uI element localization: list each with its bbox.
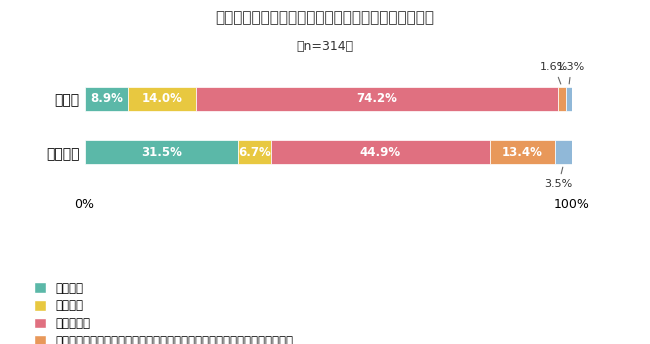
Text: （n=314）: （n=314） bbox=[296, 40, 354, 53]
Text: 14.0%: 14.0% bbox=[142, 92, 183, 105]
Text: 1.3%: 1.3% bbox=[557, 62, 586, 84]
Bar bbox=[489, 140, 555, 164]
Text: 44.9%: 44.9% bbox=[359, 146, 401, 159]
Bar bbox=[128, 87, 196, 111]
Text: 31.5%: 31.5% bbox=[141, 146, 182, 159]
Bar bbox=[566, 87, 572, 111]
Text: 13.4%: 13.4% bbox=[502, 146, 543, 159]
Text: 1.6%: 1.6% bbox=[540, 62, 569, 84]
Bar bbox=[271, 140, 489, 164]
Text: 74.2%: 74.2% bbox=[357, 92, 397, 105]
Legend: 厚くなる, 薄くなる, 変わらない, 現在は支給していないが、同一労健同一賃金の導入により新たに設ける予定, 現在支給しておらず、今後も支給する予定はない: 厚くなる, 薄くなる, 変わらない, 現在は支給していないが、同一労健同一賃金の… bbox=[32, 279, 296, 344]
Text: 「同一労健同一賃金」導入後の手当てに関する見込み: 「同一労健同一賃金」導入後の手当てに関する見込み bbox=[216, 10, 434, 25]
Bar bbox=[84, 87, 128, 111]
Bar bbox=[558, 87, 566, 111]
Bar bbox=[84, 140, 238, 164]
Bar bbox=[196, 87, 558, 111]
Bar bbox=[238, 140, 271, 164]
Text: 3.5%: 3.5% bbox=[545, 167, 573, 189]
Text: 8.9%: 8.9% bbox=[90, 92, 123, 105]
Bar bbox=[555, 140, 572, 164]
Text: 6.7%: 6.7% bbox=[238, 146, 271, 159]
